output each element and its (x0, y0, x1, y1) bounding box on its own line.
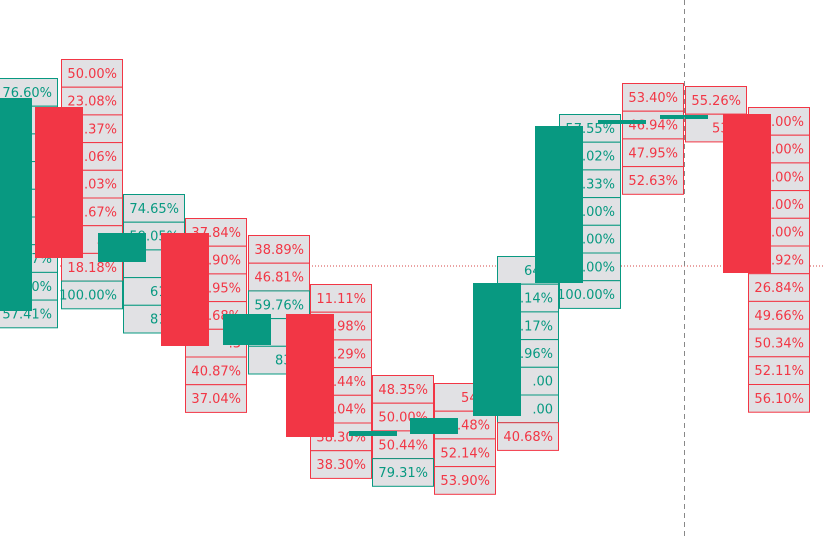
label-cell (61, 59, 123, 88)
label-block-4: 38.89%46.81%59.76%.983.3 (248, 235, 310, 375)
candle-10-up[interactable] (598, 120, 646, 124)
label-text: 38.30% (316, 458, 366, 473)
candle-4-up[interactable] (223, 314, 271, 345)
candle-0-up[interactable] (0, 98, 32, 311)
label-cell (748, 273, 810, 302)
label-text: .98% (333, 320, 366, 335)
label-text: .96% (520, 347, 553, 362)
label-text: .00 (532, 402, 553, 417)
label-text: .00% (771, 170, 804, 185)
label-cell (185, 384, 247, 413)
label-cell (685, 86, 747, 115)
label-block-3: 37.84%.90%.95%.68%.340.87%37.04% (185, 218, 247, 413)
label-text: 37.04% (191, 392, 241, 407)
label-text: .90% (208, 254, 241, 269)
label-text: .92% (771, 253, 804, 268)
label-text: 53.40% (628, 91, 678, 106)
label-text: 40.68% (503, 430, 553, 445)
candle-5-down[interactable] (286, 314, 334, 437)
label-cell (248, 290, 310, 320)
label-text: 26.84% (754, 281, 804, 296)
label-cell (372, 458, 434, 487)
label-text: .00% (582, 205, 615, 220)
label-text: .33% (582, 177, 615, 192)
label-text: 52.14% (440, 446, 490, 461)
label-text: 50.34% (754, 336, 804, 351)
label-text: 50.44% (378, 438, 428, 453)
label-text: 76.60% (2, 86, 52, 101)
label-text: 56.10% (754, 392, 804, 407)
label-cell (748, 356, 810, 385)
label-text: .00% (771, 143, 804, 158)
label-cell (185, 356, 247, 386)
label-text: 11.11% (316, 292, 366, 307)
candle-1-down[interactable] (35, 107, 83, 258)
label-text: .95% (208, 281, 241, 296)
label-cell (310, 450, 372, 479)
label-text: .00% (771, 198, 804, 213)
label-text: .17% (520, 319, 553, 334)
label-text: .00% (771, 226, 804, 241)
label-text: 79.31% (378, 466, 428, 481)
label-text: .67% (84, 205, 117, 220)
label-text: .06% (84, 150, 117, 165)
candle-7-up[interactable] (410, 418, 458, 434)
candle-9-up[interactable] (535, 126, 583, 283)
label-text: 38.89% (254, 243, 304, 258)
label-cell (248, 235, 310, 264)
label-cell (497, 422, 559, 451)
label-text: .02% (582, 150, 615, 165)
label-cell (61, 280, 123, 310)
label-cell (748, 328, 810, 358)
label-text: 74.65% (129, 202, 179, 217)
label-text: .00% (582, 260, 615, 275)
label-cell (248, 262, 310, 292)
candle-2-up[interactable] (98, 233, 146, 262)
label-cell (622, 166, 684, 195)
label-text: 52.11% (754, 364, 804, 379)
label-text: 57.41% (2, 307, 52, 322)
label-text: .03% (84, 178, 117, 193)
label-text: 48.35% (378, 383, 428, 398)
label-text: 46.81% (254, 271, 304, 286)
label-text: 23.08% (67, 95, 117, 110)
label-text: .29% (333, 347, 366, 362)
label-text: 100.00% (59, 288, 117, 303)
label-cell (434, 438, 496, 468)
label-text: 49.66% (754, 309, 804, 324)
label-text: 18.18% (67, 261, 117, 276)
candle-6-up[interactable] (349, 431, 397, 436)
label-block-6: 48.35%50.00%50.44%79.31% (372, 375, 434, 487)
label-text: .48% (457, 419, 490, 434)
label-cell (559, 280, 621, 309)
label-text: 55.26% (691, 94, 741, 109)
label-cell (622, 83, 684, 112)
label-cell (434, 466, 496, 495)
label-text: .37% (84, 122, 117, 137)
label-block-10: 53.40%46.94%47.95%52.63% (622, 83, 684, 195)
label-cell (310, 284, 372, 313)
label-text: 59.76% (254, 298, 304, 313)
label-text: 53.90% (440, 474, 490, 489)
label-cell (123, 194, 185, 223)
label-text: 52.63% (628, 174, 678, 189)
label-text: 47.95% (628, 146, 678, 161)
label-text: 50.00% (67, 67, 117, 82)
label-text: .04% (333, 403, 366, 418)
candle-3-down[interactable] (161, 233, 209, 346)
label-text: .00% (582, 233, 615, 248)
label-text: .00 (532, 375, 553, 390)
label-cell (748, 384, 810, 413)
label-text: .14% (520, 292, 553, 307)
candle-12-down[interactable] (723, 114, 771, 273)
label-cell (372, 375, 434, 404)
label-text: .44% (333, 375, 366, 390)
label-text: 100.00% (557, 288, 615, 303)
label-text: 40.87% (191, 364, 241, 379)
label-text: .00% (771, 115, 804, 130)
label-block-12: .00% .00% .00% .00% .00% .92% 26.84% 49.66% 50.3… (748, 107, 810, 413)
candle-8-up[interactable] (473, 283, 521, 416)
